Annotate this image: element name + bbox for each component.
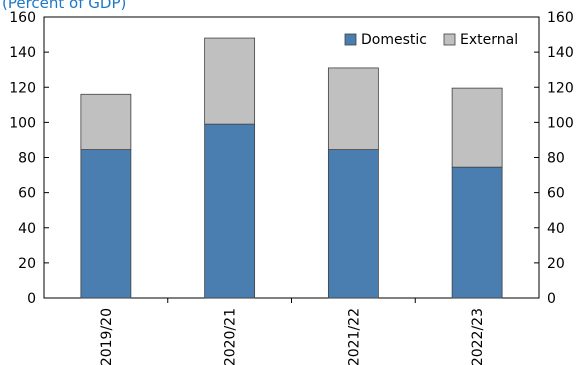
- y-tick-label-left: 100: [9, 115, 36, 131]
- y-tick-label-right: 60: [547, 186, 565, 202]
- bar-external-2020-21: [204, 37, 256, 125]
- y-tick-label-left: 20: [18, 256, 36, 272]
- legend-swatch-domestic: [344, 33, 357, 46]
- bar-external-2021-22: [327, 67, 379, 150]
- y-tick-label-right: 100: [547, 115, 574, 131]
- y-tick-label-left: 0: [27, 291, 36, 307]
- y-tick-label-left: 140: [9, 45, 36, 61]
- x-tick-label: 2022/23: [470, 308, 486, 365]
- y-tick-label-right: 120: [547, 80, 574, 96]
- chart-subtitle: (Percent of GDP): [2, 0, 126, 12]
- y-tick-label-left: 80: [18, 151, 36, 167]
- bar-domestic-2019-20: [80, 149, 132, 299]
- x-tick-label: 2020/21: [223, 308, 239, 365]
- y-tick-label-left: 160: [9, 10, 36, 26]
- y-tick-label-right: 140: [547, 45, 574, 61]
- bar-domestic-2022-23: [451, 166, 503, 299]
- y-tick-label-right: 0: [547, 291, 556, 307]
- bar-external-2022-23: [451, 87, 503, 168]
- y-tick-label-right: 40: [547, 221, 565, 237]
- x-tick-label: 2019/20: [99, 308, 115, 365]
- bar-external-2019-20: [80, 93, 132, 150]
- plot-area: 0 0 20 20 40 40 60 60 80 80 100 100 120 120 140 140 160 1…: [9, 10, 573, 365]
- x-tick-label: 2021/22: [346, 308, 362, 365]
- y-tick-label-right: 20: [547, 256, 565, 272]
- legend-label-domestic: Domestic: [361, 32, 427, 48]
- y-tick-label-left: 120: [9, 80, 36, 96]
- legend-swatch-external: [443, 33, 456, 46]
- y-tick-label-left: 60: [18, 186, 36, 202]
- bar-domestic-2020-21: [204, 123, 256, 299]
- y-tick-label-right: 160: [547, 10, 574, 26]
- bar-domestic-2021-22: [327, 149, 379, 299]
- y-tick-label-left: 40: [18, 221, 36, 237]
- y-tick-label-right: 80: [547, 151, 565, 167]
- legend: Domestic External: [344, 32, 518, 48]
- legend-label-external: External: [460, 32, 518, 48]
